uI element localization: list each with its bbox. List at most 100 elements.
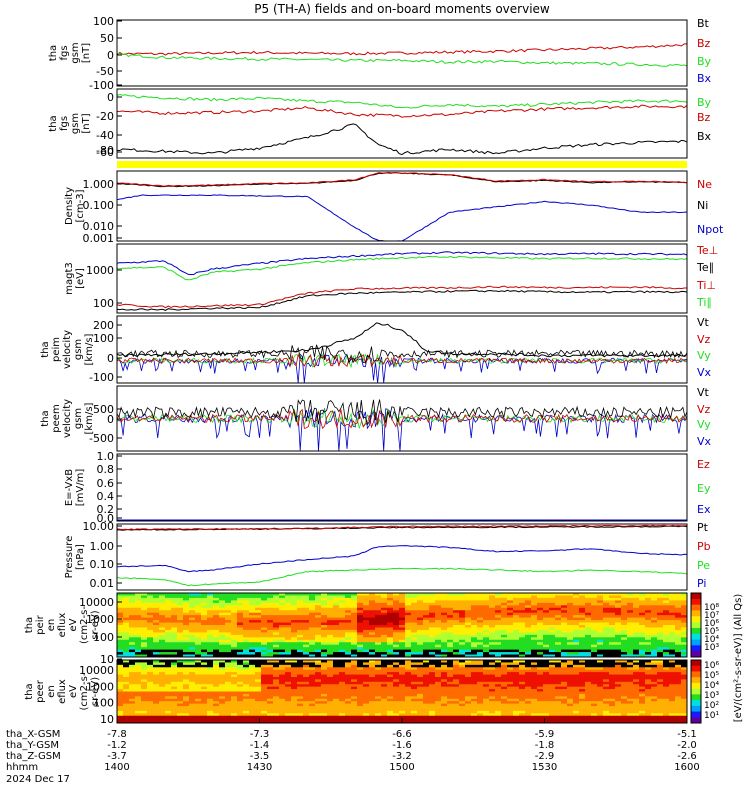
spectrogram-cell xyxy=(357,600,364,604)
spectrogram-cell xyxy=(621,652,628,655)
spectrogram-cell xyxy=(183,654,190,658)
spectrogram-cell xyxy=(603,595,610,599)
spectrogram-cell xyxy=(489,610,496,614)
spectrogram-cell xyxy=(489,652,496,655)
spectrogram-cell xyxy=(669,632,676,636)
spectrogram-cell xyxy=(465,710,472,714)
spectrogram-cell xyxy=(141,629,148,633)
spectrogram-cell xyxy=(291,686,298,690)
spectrogram-cell xyxy=(195,642,202,646)
spectrogram-cell xyxy=(393,647,400,651)
spectrogram-cell xyxy=(165,701,172,705)
spectrogram-cell xyxy=(537,612,544,616)
spectrogram-cell xyxy=(357,684,364,688)
spectrogram-cell xyxy=(357,632,364,636)
spectrogram-cell xyxy=(681,612,688,616)
spectrogram-cell xyxy=(567,662,574,666)
spectrogram-cell xyxy=(333,720,340,724)
spectrogram-cell xyxy=(615,708,622,712)
spectrogram-cell xyxy=(507,634,514,638)
spectrogram-cell xyxy=(393,620,400,623)
spectrogram-cell xyxy=(501,701,508,705)
spectrogram-cell xyxy=(117,634,124,638)
spectrogram-cell xyxy=(219,703,226,707)
spectrogram-cell xyxy=(393,713,400,717)
spectrogram-cell xyxy=(609,610,616,614)
spectrogram-cell xyxy=(261,708,268,712)
spectrogram-cell xyxy=(345,701,352,705)
spectrogram-cell xyxy=(297,706,304,709)
spectrogram-cell xyxy=(639,632,646,636)
spectrogram-cell xyxy=(483,597,490,601)
spectrogram-cell xyxy=(309,644,316,648)
spectrogram-cell xyxy=(543,674,550,678)
spectrogram-cell xyxy=(441,622,448,626)
spectrogram-cell xyxy=(591,708,598,712)
spectrogram-cell xyxy=(651,629,658,633)
spectrogram-cell xyxy=(633,662,640,666)
spectrogram-cell xyxy=(153,639,160,643)
spectrogram-cell xyxy=(267,664,274,668)
spectrogram-cell xyxy=(369,667,376,671)
spectrogram-cell xyxy=(357,710,364,714)
spectrogram-cell xyxy=(279,627,286,631)
spectrogram-cell xyxy=(603,593,610,596)
spectrogram-cell xyxy=(429,706,436,709)
spectrogram-cell xyxy=(261,718,268,721)
spectrogram-cell xyxy=(291,684,298,688)
spectrogram-cell xyxy=(657,660,664,663)
spectrogram-cell xyxy=(183,718,190,721)
spectrogram-cell xyxy=(525,720,532,724)
spectrogram-cell xyxy=(153,600,160,604)
spectrogram-cell xyxy=(399,681,406,685)
spectrogram-cell xyxy=(501,622,508,626)
spectrogram-cell xyxy=(213,667,220,671)
spectrogram-cell xyxy=(585,602,592,606)
spectrogram-cell xyxy=(393,615,400,619)
spectrogram-cell xyxy=(543,684,550,688)
spectrogram-cell xyxy=(363,654,370,658)
spectrogram-cell xyxy=(639,710,646,714)
spectrogram-cell xyxy=(225,674,232,678)
spectrogram-cell xyxy=(429,662,436,666)
spectrogram-cell xyxy=(291,703,298,707)
spectrogram-cell xyxy=(207,597,214,601)
spectrogram-cell xyxy=(489,703,496,707)
spectrogram-cell xyxy=(537,703,544,707)
spectrogram-cell xyxy=(435,617,442,621)
y-axis-label: eV xyxy=(68,618,79,631)
spectrogram-cell xyxy=(489,686,496,690)
spectrogram-cell xyxy=(225,662,232,666)
spectrogram-cell xyxy=(267,634,274,638)
spectrogram-cell xyxy=(573,715,580,719)
spectrogram-cell xyxy=(327,713,334,717)
spectrogram-cell xyxy=(573,686,580,690)
spectrogram-cell xyxy=(309,701,316,705)
spectrogram-cell xyxy=(249,684,256,688)
spectrogram-cell xyxy=(585,662,592,666)
spectrogram-cell xyxy=(375,625,382,628)
spectrogram-cell xyxy=(561,720,568,724)
spectrogram-cell xyxy=(543,597,550,601)
spectrogram-cell xyxy=(579,698,586,702)
spectrogram-cell xyxy=(267,617,274,621)
spectrogram-cell xyxy=(423,615,430,619)
spectrogram-cell xyxy=(495,612,502,616)
spectrogram-cell xyxy=(297,664,304,668)
spectrogram-cell xyxy=(135,713,142,717)
spectrogram-cell xyxy=(495,622,502,626)
spectrogram-cell xyxy=(519,710,526,714)
spectrogram-cell xyxy=(483,612,490,616)
spectrogram-cell xyxy=(603,672,610,675)
spectrogram-cell xyxy=(357,610,364,614)
series-line-Ti⊥ xyxy=(116,285,687,309)
spectrogram-cell xyxy=(405,686,412,690)
spectrogram-cell xyxy=(507,612,514,616)
spectrogram-cell xyxy=(381,698,388,702)
spectrogram-cell xyxy=(189,684,196,688)
spectrogram-cell xyxy=(267,647,274,651)
spectrogram-cell xyxy=(675,615,682,619)
y-axis-label: [km/s] xyxy=(84,402,95,434)
spectrogram-cell xyxy=(123,637,130,641)
spectrogram-cell xyxy=(549,644,556,648)
